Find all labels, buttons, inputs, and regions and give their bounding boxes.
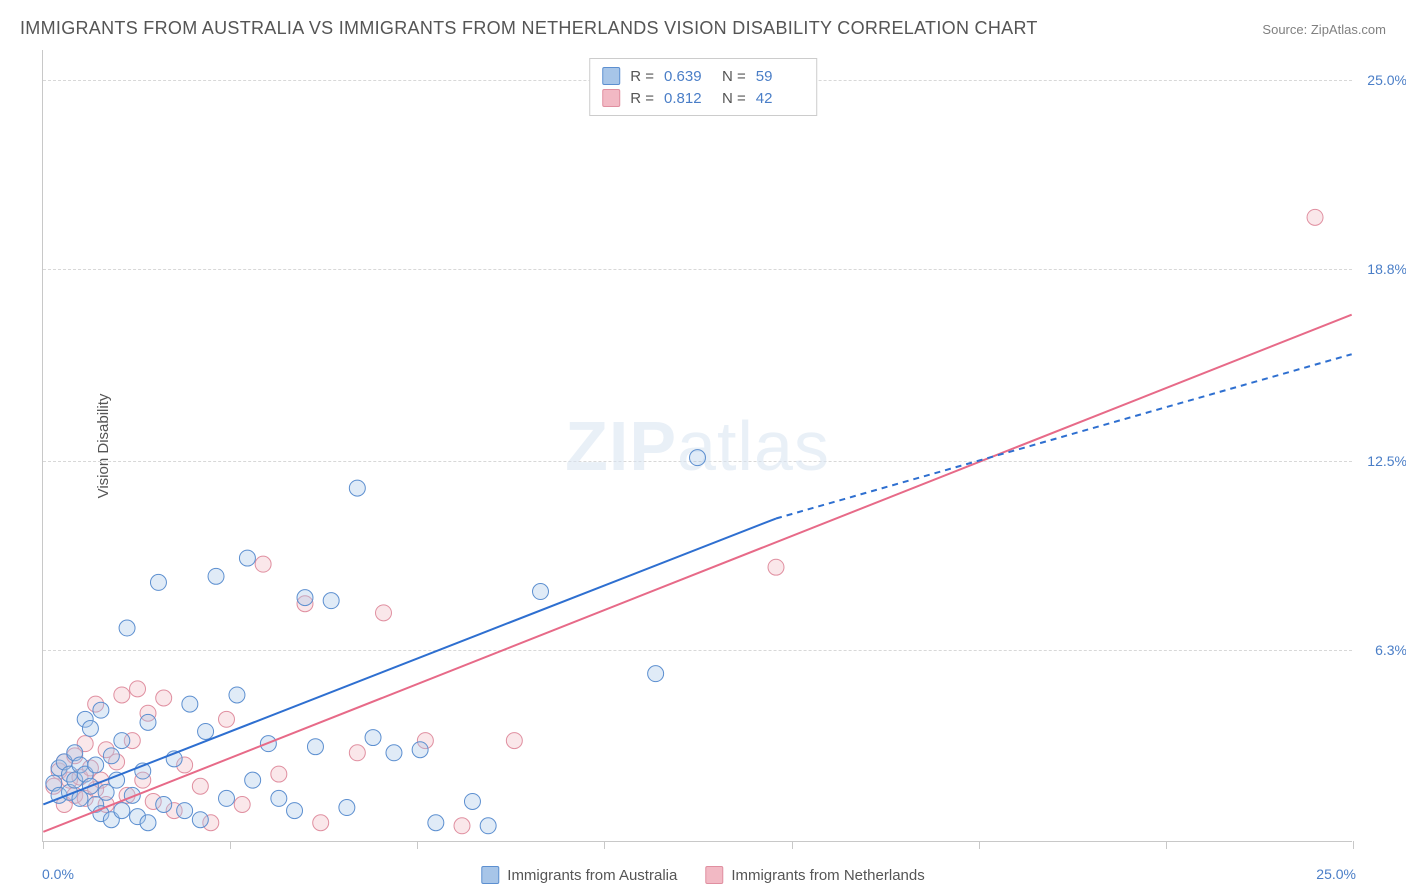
n-label: N = bbox=[722, 68, 746, 85]
legend-label: Immigrants from Netherlands bbox=[731, 867, 924, 884]
scatter-point bbox=[103, 748, 119, 764]
scatter-point bbox=[234, 797, 250, 813]
source-value: ZipAtlas.com bbox=[1311, 22, 1386, 37]
scatter-point bbox=[192, 778, 208, 794]
scatter-point bbox=[271, 766, 287, 782]
legend-item: Immigrants from Netherlands bbox=[705, 866, 924, 884]
r-value: 0.812 bbox=[664, 90, 712, 107]
scatter-point bbox=[287, 803, 303, 819]
scatter-point bbox=[182, 696, 198, 712]
scatter-point bbox=[177, 803, 193, 819]
scatter-point bbox=[245, 772, 261, 788]
scatter-point bbox=[239, 550, 255, 566]
n-label: N = bbox=[722, 90, 746, 107]
scatter-point bbox=[150, 574, 166, 590]
scatter-point bbox=[386, 745, 402, 761]
source-attribution: Source: ZipAtlas.com bbox=[1262, 22, 1386, 37]
y-tick-label: 25.0% bbox=[1357, 72, 1406, 88]
scatter-point bbox=[412, 742, 428, 758]
scatter-point bbox=[323, 593, 339, 609]
bottom-legend: Immigrants from Australia Immigrants from… bbox=[481, 866, 924, 884]
scatter-point bbox=[376, 605, 392, 621]
n-value: 59 bbox=[756, 68, 804, 85]
scatter-point bbox=[156, 797, 172, 813]
scatter-point bbox=[219, 711, 235, 727]
x-tick bbox=[1166, 841, 1167, 849]
legend-item: Immigrants from Australia bbox=[481, 866, 677, 884]
scatter-point bbox=[114, 733, 130, 749]
y-tick-label: 6.3% bbox=[1357, 642, 1406, 658]
scatter-point bbox=[339, 800, 355, 816]
source-label: Source: bbox=[1262, 22, 1307, 37]
scatter-point bbox=[768, 559, 784, 575]
y-tick-label: 12.5% bbox=[1357, 453, 1406, 469]
x-tick bbox=[1353, 841, 1354, 849]
scatter-point bbox=[648, 666, 664, 682]
legend-swatch bbox=[705, 866, 723, 884]
stats-row: R = 0.812 N = 42 bbox=[602, 87, 804, 109]
x-tick bbox=[230, 841, 231, 849]
scatter-point bbox=[428, 815, 444, 831]
regression-line bbox=[43, 519, 776, 805]
scatter-point bbox=[198, 723, 214, 739]
r-value: 0.639 bbox=[664, 68, 712, 85]
scatter-point bbox=[690, 450, 706, 466]
y-tick-label: 18.8% bbox=[1357, 261, 1406, 277]
scatter-point bbox=[297, 590, 313, 606]
scatter-point bbox=[140, 714, 156, 730]
plot-area: Vision Disability ZIPatlas 6.3%12.5%18.8… bbox=[42, 50, 1352, 842]
x-tick bbox=[792, 841, 793, 849]
scatter-point bbox=[114, 687, 130, 703]
regression-line bbox=[43, 315, 1351, 832]
scatter-point bbox=[307, 739, 323, 755]
scatter-point bbox=[271, 790, 287, 806]
scatter-point bbox=[82, 720, 98, 736]
scatter-point bbox=[349, 745, 365, 761]
scatter-point bbox=[349, 480, 365, 496]
scatter-point bbox=[208, 568, 224, 584]
scatter-point bbox=[140, 815, 156, 831]
chart-title: IMMIGRANTS FROM AUSTRALIA VS IMMIGRANTS … bbox=[20, 18, 1038, 39]
scatter-point bbox=[454, 818, 470, 834]
scatter-point bbox=[506, 733, 522, 749]
scatter-point bbox=[130, 681, 146, 697]
scatter-point bbox=[114, 803, 130, 819]
stats-row: R = 0.639 N = 59 bbox=[602, 65, 804, 87]
r-label: R = bbox=[630, 90, 654, 107]
scatter-point bbox=[533, 584, 549, 600]
legend-swatch bbox=[481, 866, 499, 884]
x-tick bbox=[979, 841, 980, 849]
scatter-point bbox=[464, 793, 480, 809]
legend-swatch bbox=[602, 89, 620, 107]
scatter-point bbox=[229, 687, 245, 703]
regression-line bbox=[776, 354, 1352, 518]
x-tick bbox=[43, 841, 44, 849]
x-axis-min-label: 0.0% bbox=[42, 866, 74, 882]
scatter-point bbox=[255, 556, 271, 572]
scatter-point bbox=[156, 690, 172, 706]
legend-swatch bbox=[602, 67, 620, 85]
scatter-point bbox=[219, 790, 235, 806]
x-axis-max-label: 25.0% bbox=[1316, 866, 1356, 882]
scatter-point bbox=[88, 757, 104, 773]
scatter-point bbox=[119, 620, 135, 636]
scatter-point bbox=[93, 702, 109, 718]
correlation-stats-box: R = 0.639 N = 59 R = 0.812 N = 42 bbox=[589, 58, 817, 116]
scatter-point bbox=[1307, 209, 1323, 225]
scatter-point bbox=[313, 815, 329, 831]
scatter-point bbox=[365, 730, 381, 746]
legend-label: Immigrants from Australia bbox=[507, 867, 677, 884]
x-tick bbox=[417, 841, 418, 849]
chart-svg bbox=[43, 50, 1352, 841]
scatter-point bbox=[192, 812, 208, 828]
x-tick bbox=[604, 841, 605, 849]
r-label: R = bbox=[630, 68, 654, 85]
n-value: 42 bbox=[756, 90, 804, 107]
scatter-point bbox=[480, 818, 496, 834]
